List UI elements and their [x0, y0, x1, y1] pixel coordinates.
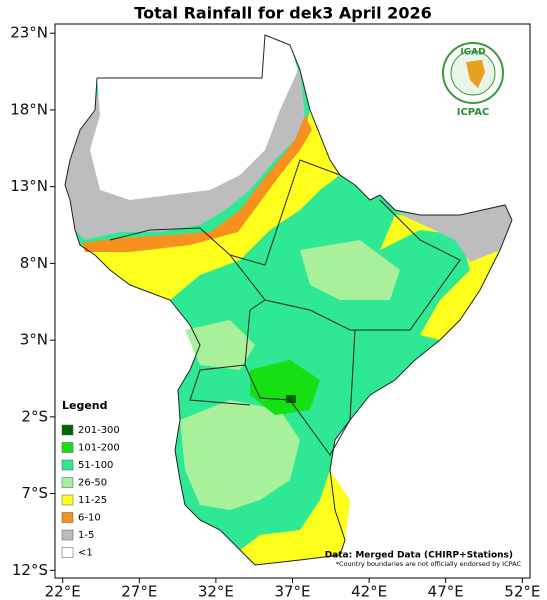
legend-label: <1 [78, 548, 93, 559]
y-tick-label: 13°N [10, 177, 48, 195]
legend-swatch [61, 512, 74, 523]
y-tick-label: 3°N [20, 331, 48, 349]
legend-swatch [61, 494, 74, 506]
x-tick-label: 52°E [504, 583, 540, 600]
data-credit: Data: Merged Data (CHIRP+Stations) [325, 551, 513, 561]
legend-label: 26-50 [78, 478, 107, 489]
x-tick-label: 32°E [198, 583, 234, 600]
legend-label: 1-5 [78, 530, 94, 541]
logo: IGAD ICPAC [442, 42, 504, 118]
y-tick-label: 12°S [12, 561, 48, 579]
legend-label: 51-100 [78, 460, 113, 471]
region-orange [82, 115, 312, 252]
y-tick-label: 23°N [10, 24, 48, 42]
y-tick-label: 7°S [21, 484, 48, 502]
legend-swatch [61, 477, 74, 488]
legend-swatch [61, 547, 74, 558]
region-grey [395, 205, 512, 262]
country-border [229, 199, 461, 331]
region-dark-green [286, 395, 296, 403]
country-border [244, 299, 356, 456]
map-title: Total Rainfall for dek3 April 2026 [134, 4, 431, 23]
x-tick-label: 27°E [121, 583, 157, 600]
legend-swatch [61, 529, 74, 541]
x-tick-label: 42°E [351, 583, 387, 600]
y-tick-label: 18°N [10, 100, 48, 118]
country-border [64, 34, 513, 566]
x-tick-label: 22°E [45, 583, 81, 600]
logo-map [466, 60, 485, 88]
legend: Legend 201-300 101-200 51-100 26-50 11-25 6-1… [56, 392, 134, 564]
logo-name: IGAD [460, 48, 485, 58]
country-border [189, 364, 251, 406]
region-yellow [240, 470, 350, 565]
y-tick-label: 2°S [21, 407, 48, 425]
region-green [250, 360, 320, 415]
x-tick-label: 47°E [428, 583, 464, 600]
legend-swatch [61, 442, 74, 453]
region-white [90, 35, 298, 200]
legend-label: 11-25 [78, 495, 107, 506]
region-light-green [300, 240, 400, 300]
legend-swatch [61, 424, 74, 436]
region-light-green [180, 400, 300, 510]
legend-title: Legend [62, 399, 108, 412]
region-yellow [80, 110, 340, 300]
logo-caption: ICPAC [457, 107, 490, 118]
legend-swatch [61, 459, 74, 471]
legend-label: 101-200 [78, 443, 120, 454]
disclaimer: *Country boundaries are not officially e… [336, 560, 522, 568]
legend-label: 201-300 [78, 425, 120, 436]
x-tick-label: 37°E [274, 583, 310, 600]
y-tick-label: 8°N [20, 254, 48, 272]
legend-label: 6-10 [78, 513, 101, 524]
region-light-green [185, 320, 255, 370]
